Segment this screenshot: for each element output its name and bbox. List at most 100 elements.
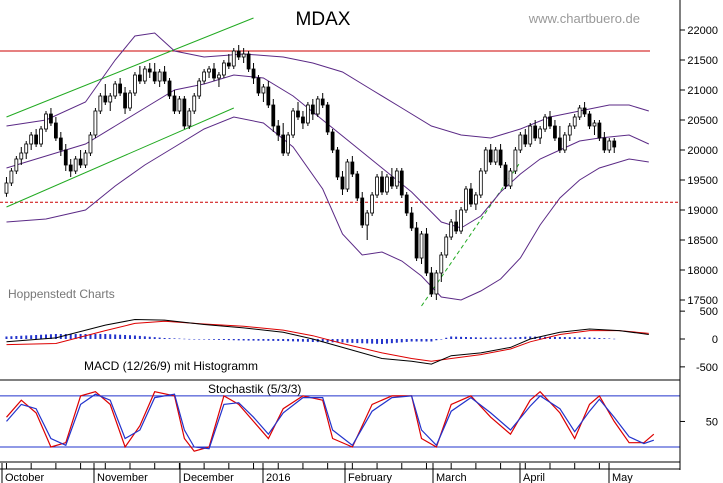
candle bbox=[582, 102, 587, 117]
candle-body bbox=[58, 137, 63, 151]
macd-histogram-bar bbox=[173, 338, 176, 339]
candle-body bbox=[83, 152, 88, 166]
macd-histogram-bar bbox=[237, 339, 240, 341]
macd-histogram-bar bbox=[311, 339, 314, 343]
candle bbox=[261, 84, 266, 102]
macd-histogram-bar bbox=[129, 335, 131, 339]
macd-histogram-bar bbox=[395, 339, 398, 343]
candle-body bbox=[612, 140, 617, 148]
candle-body bbox=[108, 95, 113, 103]
macd-histogram-bar bbox=[15, 335, 18, 339]
candle bbox=[330, 129, 335, 153]
macd-histogram-bar bbox=[222, 339, 225, 341]
macd-histogram-bar bbox=[430, 339, 433, 342]
macd-histogram-bar bbox=[153, 337, 156, 339]
macd-histogram-bar bbox=[539, 336, 542, 339]
watermark-label: www.chartbuero.de bbox=[528, 11, 640, 26]
candle bbox=[19, 147, 24, 165]
candle-body bbox=[464, 188, 468, 211]
candle-body bbox=[414, 227, 419, 259]
candle bbox=[207, 66, 211, 78]
candle-body bbox=[370, 194, 374, 214]
candle bbox=[271, 99, 276, 132]
candle bbox=[78, 150, 83, 168]
candle-body bbox=[54, 122, 58, 139]
price-tick-label: 19000 bbox=[687, 205, 718, 217]
macd-histogram-bar bbox=[148, 336, 151, 339]
candle bbox=[335, 147, 340, 180]
candle-body bbox=[607, 140, 612, 151]
macd-histogram-bar bbox=[252, 339, 255, 341]
channel-upper-line bbox=[6, 17, 254, 118]
macd-histogram-bar bbox=[385, 339, 388, 344]
candle bbox=[394, 168, 399, 189]
candle bbox=[464, 186, 468, 213]
candle-body bbox=[385, 176, 389, 193]
candle-body bbox=[202, 71, 207, 82]
macd-histogram-bar bbox=[346, 339, 349, 343]
macd-histogram-bar bbox=[282, 339, 285, 342]
candle bbox=[345, 159, 350, 192]
macd-histogram-bar bbox=[267, 339, 270, 341]
macd-histogram-bar bbox=[514, 337, 517, 339]
macd-histogram-bar bbox=[133, 335, 136, 339]
stoch-d-line bbox=[6, 393, 654, 450]
macd-histogram-bar bbox=[84, 333, 87, 339]
candle-body bbox=[167, 80, 172, 97]
macd-histogram-bar bbox=[484, 337, 487, 339]
candle bbox=[592, 120, 597, 135]
candle-body bbox=[78, 158, 83, 166]
candle-body bbox=[543, 116, 547, 130]
candle-body bbox=[394, 170, 399, 187]
candle bbox=[597, 120, 602, 141]
price-tick-label: 20500 bbox=[687, 115, 718, 127]
candle-body bbox=[123, 92, 127, 109]
stoch-title: Stochastik (5/3/3) bbox=[208, 382, 301, 396]
candle-body bbox=[538, 128, 543, 139]
price-tick-label: 19500 bbox=[687, 175, 718, 187]
candle bbox=[310, 99, 315, 120]
macd-histogram-bar bbox=[524, 336, 527, 339]
candle bbox=[469, 183, 473, 207]
macd-histogram-bar bbox=[603, 338, 606, 339]
candle bbox=[360, 192, 365, 228]
candle bbox=[607, 138, 612, 153]
candle-body bbox=[157, 71, 162, 82]
macd-histogram-bar bbox=[114, 334, 117, 339]
macd-histogram-bar bbox=[588, 337, 591, 339]
macd-histogram-bar bbox=[119, 334, 122, 339]
month-label: October bbox=[5, 472, 44, 483]
macd-histogram-bar bbox=[474, 337, 477, 339]
candle bbox=[241, 48, 246, 63]
candle bbox=[231, 48, 236, 69]
macd-histogram-bar bbox=[163, 337, 166, 339]
candle-body bbox=[231, 50, 236, 67]
candle-body bbox=[454, 221, 458, 232]
macd-histogram-bar bbox=[69, 333, 72, 339]
candle-body bbox=[572, 116, 577, 127]
candle-body bbox=[34, 134, 39, 145]
candle bbox=[162, 66, 167, 84]
candle bbox=[182, 96, 187, 129]
candle-body bbox=[98, 95, 103, 112]
macd-histogram-bar bbox=[272, 339, 275, 341]
candle bbox=[548, 111, 552, 129]
candle bbox=[39, 126, 43, 147]
candle bbox=[567, 123, 572, 141]
candle bbox=[108, 93, 113, 111]
price-tick-label: 21000 bbox=[687, 85, 718, 97]
candle bbox=[325, 102, 330, 135]
candle bbox=[286, 132, 290, 156]
macd-histogram-bar bbox=[519, 336, 522, 339]
candle-body bbox=[493, 149, 498, 163]
channel-lower-line bbox=[6, 107, 234, 208]
candle-body bbox=[236, 50, 241, 58]
candle-body bbox=[380, 176, 384, 193]
candle bbox=[167, 78, 172, 99]
macd-histogram-bar bbox=[193, 339, 196, 340]
candle-body bbox=[365, 212, 370, 226]
source-label: Hoppenstedt Charts bbox=[8, 287, 115, 301]
candle-body bbox=[558, 137, 562, 151]
candle bbox=[291, 108, 295, 138]
candle-body bbox=[29, 134, 34, 145]
